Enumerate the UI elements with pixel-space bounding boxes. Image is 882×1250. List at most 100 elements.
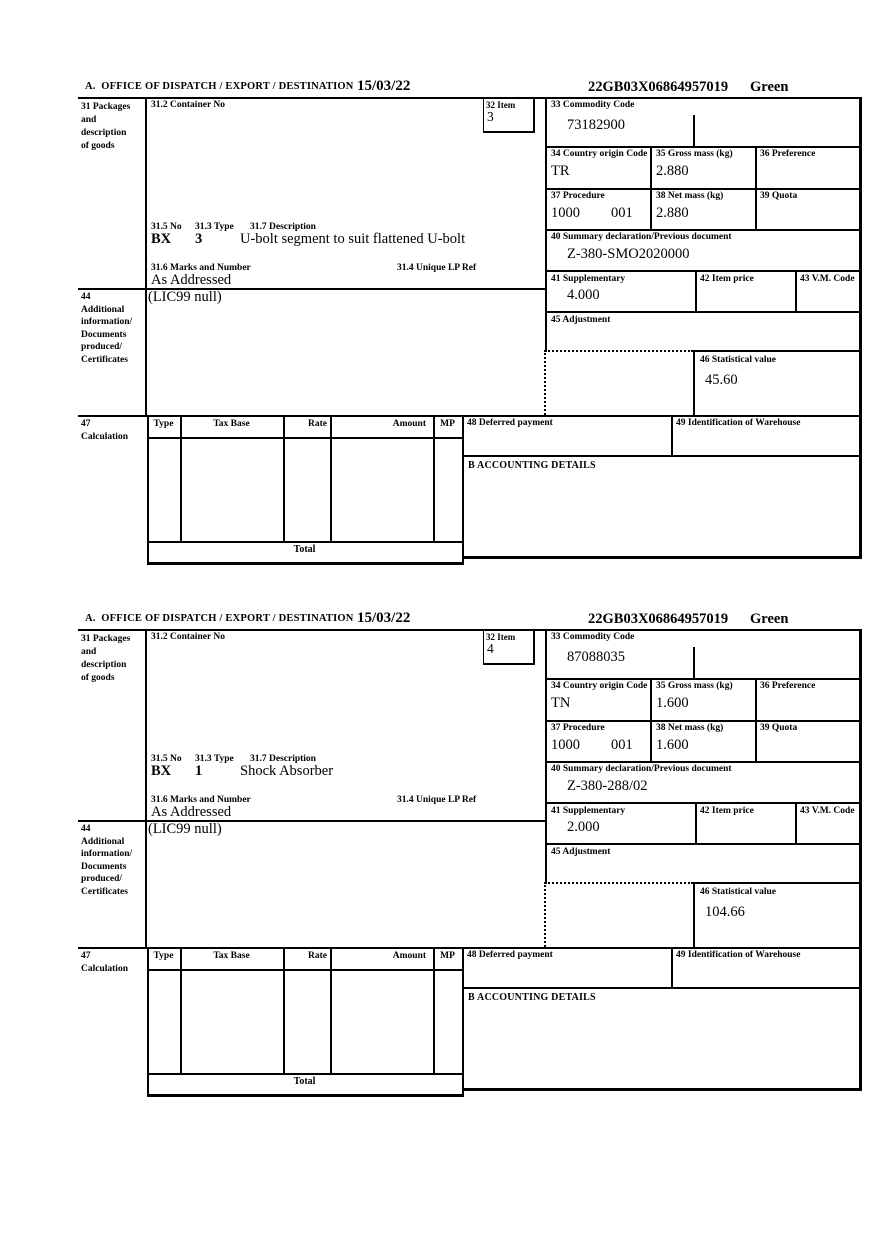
additional-info-value: (LIC99 null) <box>148 821 222 837</box>
country-origin-value: TR <box>551 163 570 179</box>
divider <box>462 455 861 457</box>
marks-value: As Addressed <box>151 272 232 288</box>
procedure-value: 1000 <box>551 205 580 221</box>
divider <box>462 415 464 562</box>
net-mass-value: 2.880 <box>656 205 689 221</box>
package-type-label: 31.3 Type <box>195 222 234 232</box>
divider <box>650 146 652 229</box>
divider <box>78 820 545 822</box>
divider <box>859 629 862 1091</box>
divider <box>147 969 462 971</box>
supplementary-value: 4.000 <box>567 287 600 303</box>
previous-document-value: Z-380-SMO2020000 <box>567 246 690 262</box>
routing-status: Green <box>750 79 789 95</box>
commodity-code-separator <box>693 647 695 678</box>
container-no-label: 31.2 Container No <box>151 632 225 642</box>
divider <box>545 311 861 313</box>
divider <box>545 720 861 722</box>
supplementary-label: 41 Supplementary <box>551 274 626 284</box>
divider <box>545 678 861 680</box>
divider <box>180 947 182 1073</box>
divider <box>78 97 861 99</box>
divider <box>462 987 861 989</box>
goods-description: U-bolt segment to suit flattened U-bolt <box>240 231 466 247</box>
package-type-value: 1 <box>195 763 203 779</box>
divider <box>545 629 547 882</box>
calculation-label: 47 Calculation <box>81 419 128 442</box>
vm-code-label: 43 V.M. Code <box>800 806 855 816</box>
package-no-value: BX <box>151 231 172 247</box>
gross-mass-value: 1.600 <box>656 695 689 711</box>
item-number: 3 <box>487 109 494 124</box>
gross-mass-label: 35 Gross mass (kg) <box>656 681 733 691</box>
accounting-details-label: B ACCOUNTING DETAILS <box>468 992 596 1003</box>
divider <box>693 350 695 415</box>
warehouse-id-label: 49 Identification of Warehouse <box>676 418 801 428</box>
office-of-dispatch-label: A. OFFICE OF DISPATCH / EXPORT / DESTINA… <box>85 81 354 92</box>
divider <box>693 882 861 884</box>
calc-col-amount: Amount <box>392 951 426 961</box>
calc-col-type: Type <box>153 951 174 961</box>
package-no-label: 31.5 No <box>151 222 182 232</box>
divider <box>795 802 797 843</box>
routing-status: Green <box>750 611 789 627</box>
item-number-box <box>483 629 535 665</box>
accounting-details-label: B ACCOUNTING DETAILS <box>468 460 596 471</box>
additional-info-label: 44 Additional information/ Documents pro… <box>81 292 133 365</box>
calculation-label: 47 Calculation <box>81 951 128 974</box>
calc-col-amount: Amount <box>392 419 426 429</box>
calc-total-label: Total <box>293 544 316 555</box>
net-mass-label: 38 Net mass (kg) <box>656 723 724 733</box>
divider <box>671 947 673 987</box>
description-label: 31.7 Description <box>250 222 316 232</box>
commodity-code-value: 73182900 <box>567 117 625 133</box>
divider <box>545 270 861 272</box>
adjustment-label: 45 Adjustment <box>551 847 611 857</box>
divider <box>433 947 435 1073</box>
divider <box>650 678 652 761</box>
dotted-divider <box>545 350 693 352</box>
item-number: 4 <box>487 641 494 656</box>
divider <box>147 415 149 562</box>
declaration-reference: 22GB03X06864957019 <box>588 79 729 95</box>
procedure-value-2: 001 <box>611 205 633 221</box>
divider <box>545 229 861 231</box>
commodity-code-separator <box>693 115 695 146</box>
deferred-payment-label: 48 Deferred payment <box>467 418 553 428</box>
procedure-value-2: 001 <box>611 737 633 753</box>
additional-info-value: (LIC99 null) <box>148 289 222 305</box>
unique-lp-ref-label: 31.4 Unique LP Ref <box>397 795 477 805</box>
container-no-label: 31.2 Container No <box>151 100 225 110</box>
marks-number-label: 31.6 Marks and Number <box>151 263 251 273</box>
dotted-divider <box>544 882 546 947</box>
item-label: 32 Item <box>486 100 516 110</box>
commodity-code-label: 33 Commodity Code <box>551 632 635 642</box>
goods-description: Shock Absorber <box>240 763 334 779</box>
calc-col-tax-base: Tax Base <box>213 951 250 961</box>
vm-code-label: 43 V.M. Code <box>800 274 855 284</box>
divider <box>755 678 757 761</box>
declaration-date: 15/03/22 <box>357 610 411 626</box>
divider <box>693 350 861 352</box>
item-number-box <box>483 97 535 133</box>
previous-document-label: 40 Summary declaration/Previous document <box>551 232 732 242</box>
supplementary-label: 41 Supplementary <box>551 806 626 816</box>
divider <box>147 1094 464 1097</box>
office-of-dispatch-label: A. OFFICE OF DISPATCH / EXPORT / DESTINA… <box>85 613 354 624</box>
deferred-payment-label: 48 Deferred payment <box>467 950 553 960</box>
quota-label: 39 Quota <box>760 191 798 201</box>
divider <box>545 761 861 763</box>
divider <box>147 541 462 543</box>
divider <box>693 882 695 947</box>
calc-col-type: Type <box>153 419 174 429</box>
additional-info-label: 44 Additional information/ Documents pro… <box>81 824 133 897</box>
divider <box>695 270 697 311</box>
preference-label: 36 Preference <box>760 149 816 159</box>
previous-document-value: Z-380-288/02 <box>567 778 648 794</box>
divider <box>755 146 757 229</box>
divider <box>545 97 547 350</box>
description-label: 31.7 Description <box>250 754 316 764</box>
statistical-value: 104.66 <box>705 904 745 920</box>
statistical-value-label: 46 Statistical value <box>700 355 776 365</box>
calc-col-tax-base: Tax Base <box>213 419 250 429</box>
